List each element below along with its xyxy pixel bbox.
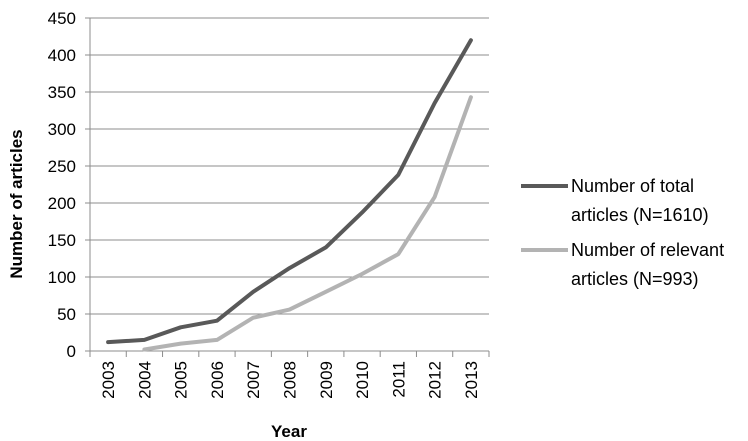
axes xyxy=(85,17,490,357)
series-lines xyxy=(106,38,473,352)
y-tick-label: 350 xyxy=(48,83,76,102)
legend-label-2: Number of relevant xyxy=(571,240,724,260)
x-tick-label: 2010 xyxy=(353,361,372,399)
x-tick-label: 2005 xyxy=(172,361,191,399)
y-tick-label: 0 xyxy=(67,342,76,361)
y-tick-label: 150 xyxy=(48,231,76,250)
legend-label-2: articles (N=993) xyxy=(571,269,699,289)
legend-label-1: Number of total xyxy=(571,176,694,196)
x-tick-label: 2007 xyxy=(244,361,263,399)
x-tick-label: 2009 xyxy=(317,361,336,399)
x-tick-label: 2012 xyxy=(426,361,445,399)
y-axis-title: Number of articles xyxy=(7,129,26,278)
series-line-2 xyxy=(142,95,473,352)
x-tick-label: 2003 xyxy=(99,361,118,399)
y-tick-labels: 0 50 100 150 200 250 300 350 400 450 xyxy=(48,9,76,361)
legend-label-1: articles (N=1610) xyxy=(571,205,709,225)
y-tick-label: 250 xyxy=(48,157,76,176)
series-line-1 xyxy=(106,38,473,345)
y-tick-label: 200 xyxy=(48,194,76,213)
gridlines xyxy=(90,17,489,315)
y-tick-label: 300 xyxy=(48,120,76,139)
y-tick-label: 100 xyxy=(48,268,76,287)
legend: Number of total articles (N=1610) Number o… xyxy=(521,176,724,289)
x-tick-labels: 2003 2004 2005 2006 2007 2008 2009 2010 2011 2012… xyxy=(99,361,481,399)
x-tick-label: 2011 xyxy=(389,361,408,398)
x-tick-label: 2013 xyxy=(462,361,481,399)
x-tick-label: 2006 xyxy=(208,361,227,399)
y-tick-label: 450 xyxy=(48,9,76,28)
x-axis-title: Year xyxy=(271,422,307,441)
x-tick-label: 2004 xyxy=(135,361,154,399)
y-tick-label: 50 xyxy=(57,305,76,324)
y-tick-label: 400 xyxy=(48,46,76,65)
x-tick-label: 2008 xyxy=(281,361,300,399)
